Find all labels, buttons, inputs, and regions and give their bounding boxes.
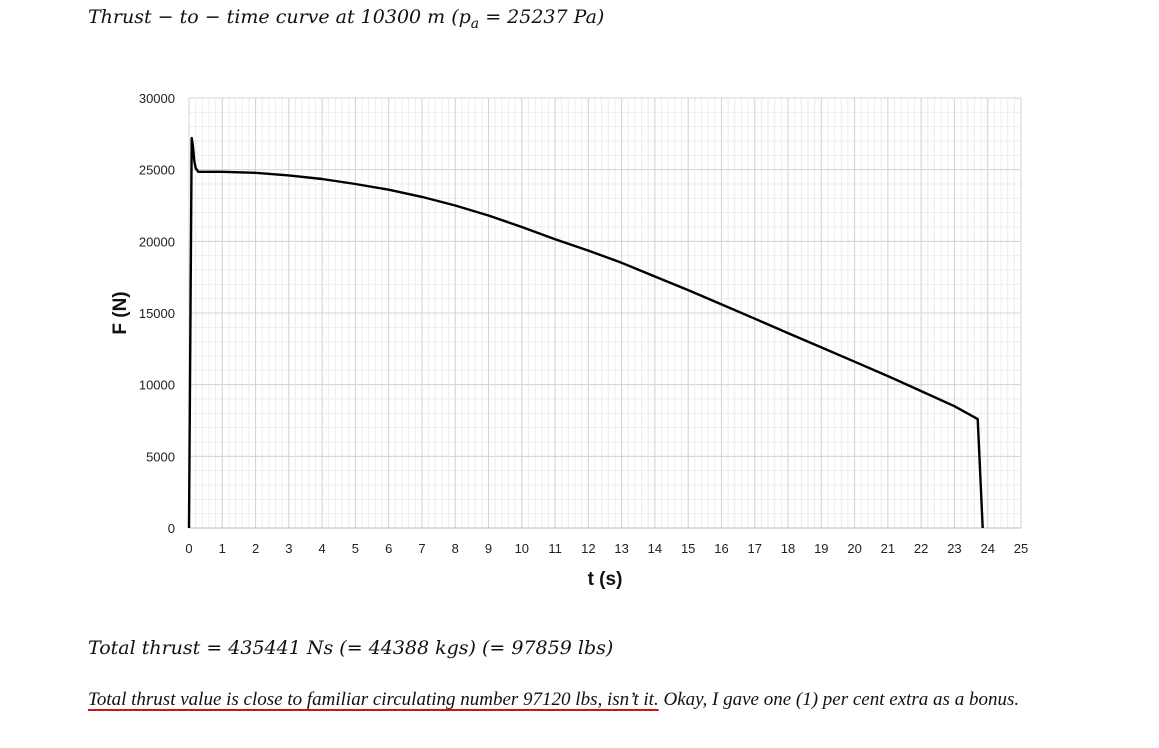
x-tick-label: 18 [781,541,795,556]
y-tick-label: 20000 [139,234,175,249]
y-tick-label: 25000 [139,163,175,178]
x-tick-label: 9 [485,541,492,556]
x-tick-label: 8 [452,541,459,556]
x-tick-label: 22 [914,541,928,556]
x-tick-label: 12 [581,541,595,556]
x-tick-labels: 0 1 2 3 4 5 6 7 8 9 10 11 12 13 14 15 16 17 18 19 20 21 22 23 24… [185,541,1028,556]
x-tick-label: 0 [185,541,192,556]
x-tick-label: 17 [748,541,762,556]
y-tick-label: 0 [168,521,175,536]
thrust-time-chart: 0 1 2 3 4 5 6 7 8 9 10 11 12 13 14 15 16 17 18 19 20 21 22 23 24… [110,91,1028,590]
y-tick-label: 10000 [139,378,175,393]
x-tick-label: 16 [714,541,728,556]
chart-title-tail: = 25237 Pa) [479,6,605,28]
chart-title-main: Thrust − to − time curve at 10300 m (p [88,6,471,28]
note-highlighted-text: Total thrust value is close to familiar … [88,689,659,710]
chart-title: Thrust − to − time curve at 10300 m (pa … [88,6,604,32]
x-tick-label: 10 [515,541,529,556]
y-tick-label: 5000 [146,449,175,464]
note-rest-text: Okay, I gave one (1) per cent extra as a… [658,689,1020,710]
y-tick-label: 15000 [139,306,175,321]
total-thrust-text: Total thrust = 435441 Ns (= 44388 kgs) (… [88,637,614,659]
x-axis-label: t (s) [588,569,623,590]
major-gridlines [188,97,1022,529]
x-tick-label: 23 [947,541,961,556]
series-group [187,136,984,529]
x-tick-label: 1 [219,541,226,556]
x-tick-label: 21 [881,541,895,556]
y-axis-label: F (N) [110,291,131,334]
x-tick-label: 3 [285,541,292,556]
thrust-series-line [187,136,984,529]
x-tick-label: 5 [352,541,359,556]
x-tick-label: 7 [418,541,425,556]
bonus-note: Total thrust value is close to familiar … [88,686,1038,713]
x-tick-label: 6 [385,541,392,556]
x-tick-label: 19 [814,541,828,556]
x-tick-label: 11 [548,541,562,556]
x-tick-label: 2 [252,541,259,556]
x-tick-label: 13 [614,541,628,556]
x-tick-label: 15 [681,541,695,556]
x-tick-label: 24 [980,541,994,556]
y-tick-labels: 0 5000 10000 15000 20000 25000 30000 [139,91,175,536]
x-tick-label: 25 [1014,541,1028,556]
y-tick-label: 30000 [139,91,175,106]
x-tick-label: 14 [648,541,662,556]
x-tick-label: 4 [319,541,326,556]
chart-title-subscript: a [470,15,480,32]
x-tick-label: 20 [847,541,861,556]
